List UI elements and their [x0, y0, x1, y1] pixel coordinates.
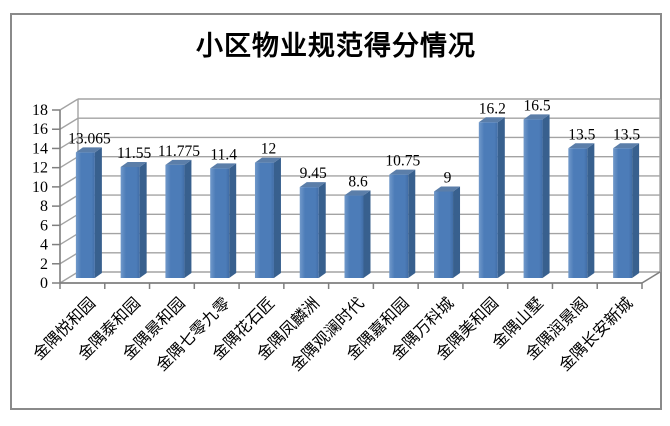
bar-side-face[interactable] [497, 117, 505, 278]
bar-top-face[interactable] [613, 143, 640, 149]
gridline-elbow [59, 98, 79, 111]
bar-side-face[interactable] [318, 182, 326, 278]
chart-title: 小区物业规范得分情况 [196, 31, 476, 61]
bar-side-face[interactable] [453, 186, 461, 279]
bar-side-face[interactable] [184, 159, 192, 278]
bar-front-face[interactable] [75, 152, 95, 278]
bar-front-face[interactable] [210, 168, 230, 278]
bar-column[interactable] [75, 147, 102, 278]
bar-column[interactable] [523, 114, 550, 279]
bar-value-label: 13.5 [613, 126, 640, 143]
bar-front-face[interactable] [120, 166, 140, 278]
bar-side-face[interactable] [139, 161, 147, 278]
bar-column[interactable] [613, 143, 640, 278]
bar-value-label: 11.775 [158, 143, 200, 160]
y-axis-label: 10 [32, 179, 48, 196]
gridline-elbow [59, 156, 79, 169]
bar-side-face[interactable] [273, 157, 281, 278]
bar-top-face[interactable] [120, 161, 147, 167]
y-axis-label: 12 [32, 160, 48, 177]
bar-front-face[interactable] [568, 148, 588, 278]
bar-side-face[interactable] [363, 190, 371, 278]
bar-front-face[interactable] [389, 174, 409, 278]
gridline-elbow [59, 136, 79, 150]
bar-column[interactable] [389, 169, 416, 278]
bar-value-label: 13.5 [568, 126, 595, 143]
bar-side-face[interactable] [94, 147, 102, 278]
bar-front-face[interactable] [344, 195, 364, 278]
bar-value-label: 11.4 [210, 146, 237, 163]
bar-column[interactable] [344, 190, 371, 278]
bar-column[interactable] [120, 161, 147, 278]
bar-front-face[interactable] [299, 187, 319, 278]
gridline-elbow [59, 213, 79, 226]
bar-side-face[interactable] [408, 169, 416, 278]
bar-column[interactable] [254, 157, 281, 278]
y-axis-label: 18 [32, 102, 48, 119]
chart-frame-border [10, 13, 662, 410]
bar-front-face[interactable] [254, 162, 274, 278]
bar-top-face[interactable] [344, 190, 371, 196]
bar-side-face[interactable] [542, 114, 550, 279]
bar-value-label: 9.45 [300, 165, 327, 182]
bar-top-face[interactable] [75, 147, 102, 153]
bar-value-label: 13.065 [68, 130, 111, 147]
bar-top-face[interactable] [299, 182, 326, 188]
bar-top-face[interactable] [434, 186, 461, 192]
y-axis-label: 8 [40, 198, 48, 215]
bar-top-face[interactable] [254, 157, 281, 163]
bar-value-label: 10.75 [385, 153, 420, 170]
bar-top-face[interactable] [478, 117, 505, 123]
y-axis-label: 2 [40, 256, 48, 273]
bar-top-face[interactable] [210, 163, 237, 169]
y-axis-label: 0 [40, 275, 48, 292]
bar-side-face[interactable] [229, 163, 237, 278]
bar-top-face[interactable] [568, 143, 595, 149]
bar-column[interactable] [299, 182, 326, 278]
bar-value-label: 8.6 [348, 173, 368, 190]
y-axis-label: 6 [40, 217, 48, 234]
gridline-elbow [59, 194, 79, 207]
gridline-elbow [59, 175, 79, 188]
bar-column[interactable] [568, 143, 595, 278]
bar-column[interactable] [478, 117, 505, 278]
y-axis-label: 14 [32, 140, 48, 157]
y-axis-label: 4 [40, 237, 48, 254]
bar-top-face[interactable] [389, 169, 416, 175]
bar-value-label: 16.5 [524, 97, 551, 114]
bar-top-face[interactable] [165, 159, 192, 165]
floor-right-edge [641, 271, 661, 284]
bar-front-face[interactable] [478, 122, 498, 278]
bar-front-face[interactable] [165, 164, 185, 278]
bar-front-face[interactable] [523, 119, 543, 279]
y-axis-label: 16 [32, 121, 48, 138]
gridline-elbow [59, 232, 79, 246]
bar-value-label: 16.2 [479, 100, 506, 117]
bar-top-face[interactable] [523, 114, 550, 120]
bar-side-face[interactable] [587, 143, 595, 278]
bar-column[interactable] [165, 159, 192, 278]
bar-value-label: 9 [444, 170, 452, 187]
bar-value-label: 12 [261, 141, 277, 158]
bar-column[interactable] [210, 163, 237, 278]
gridline-elbow [59, 271, 79, 284]
bar-value-label: 11.55 [117, 145, 152, 162]
gridline-elbow [59, 252, 79, 265]
bar-side-face[interactable] [632, 143, 640, 278]
bar-column[interactable] [434, 186, 461, 279]
gridline-elbow [59, 117, 79, 130]
bar-front-face[interactable] [613, 148, 633, 278]
bar-front-face[interactable] [434, 191, 454, 279]
